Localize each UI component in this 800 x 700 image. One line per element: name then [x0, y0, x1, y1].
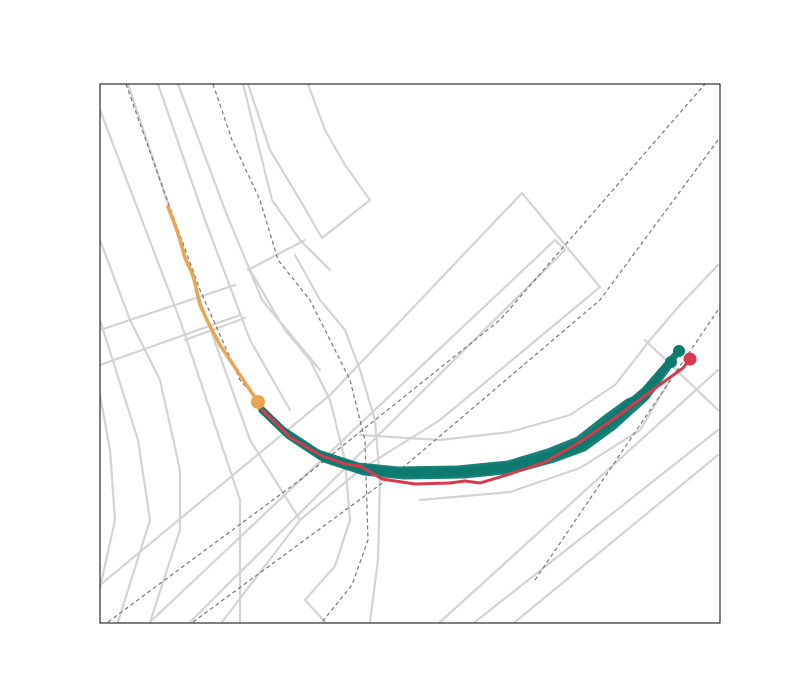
lane-boundary [100, 283, 237, 332]
lane-boundary [648, 263, 720, 342]
lane-boundary [100, 318, 152, 623]
lane-boundary [293, 253, 382, 623]
lane-boundary [473, 428, 720, 623]
ground-truth-endpoint [683, 352, 697, 366]
map-layer [100, 84, 720, 623]
trajectory-layer [166, 205, 697, 486]
lane-boundary [100, 238, 182, 623]
lane-boundary [100, 393, 117, 590]
lane-boundary [100, 313, 242, 367]
lane-boundary [438, 368, 720, 623]
lane-boundary [418, 378, 672, 502]
history-trajectory [166, 205, 260, 404]
history-endpoint [251, 395, 265, 409]
lane-boundary [126, 84, 302, 522]
lane-boundary [513, 453, 720, 623]
plot-frame [99, 83, 721, 624]
lane-boundary [643, 338, 720, 412]
lane-boundary [176, 84, 322, 372]
lane-boundary [148, 238, 567, 623]
lane-centerline [125, 84, 263, 406]
lane-centerline [107, 84, 706, 623]
lane-boundaries [100, 84, 720, 623]
lane-boundary [100, 191, 602, 623]
lane-boundary [100, 108, 242, 623]
lane-centerline [192, 139, 719, 623]
lane-boundary [246, 84, 372, 240]
prediction-endpoint [673, 345, 685, 357]
lane-boundary [358, 338, 652, 442]
lane-boundary [241, 84, 332, 272]
lane-boundary [183, 316, 247, 342]
lane-centerline [534, 309, 719, 581]
lane-centerlines [107, 84, 719, 623]
ground-truth-trajectory [260, 357, 692, 486]
prediction-endpoint [665, 356, 677, 368]
lane-centerline [212, 84, 369, 623]
lane-boundary [156, 84, 292, 412]
